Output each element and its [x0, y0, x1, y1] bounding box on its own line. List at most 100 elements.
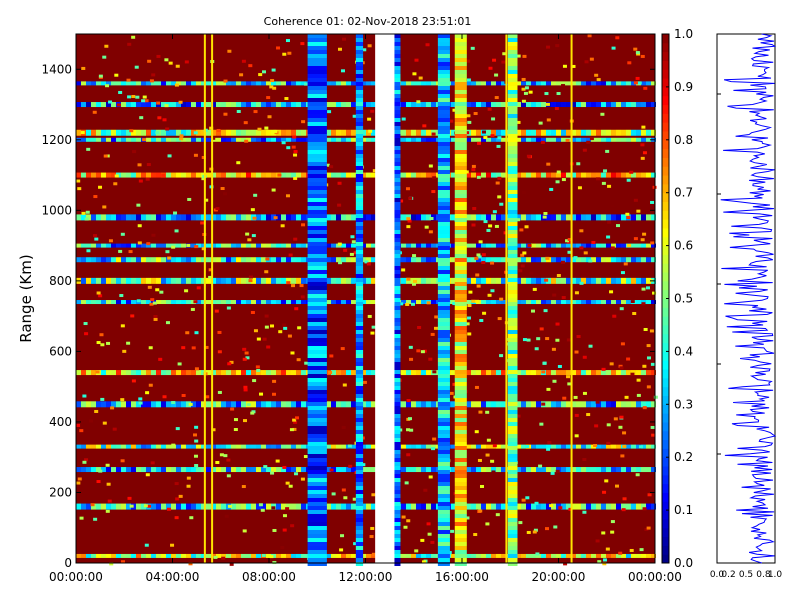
heatmap-row-cell — [571, 300, 576, 305]
heatmap-speckle — [601, 367, 606, 371]
heatmap-row-cell — [206, 243, 211, 248]
heatmap-speckle — [171, 401, 176, 405]
heatmap-row-cell — [216, 172, 221, 178]
heatmap-speckle — [526, 338, 531, 342]
heatmap-column-cell — [454, 66, 467, 70]
heatmap-speckle — [574, 413, 579, 417]
heatmap-row-cell — [296, 277, 301, 284]
heatmap-speckle — [479, 319, 484, 323]
heatmap-row-cell — [151, 81, 156, 86]
heatmap-row-cell — [231, 553, 236, 558]
heatmap-speckle — [144, 99, 149, 103]
heatmap-row-cell — [121, 370, 126, 376]
heatmap-column-cell — [394, 90, 401, 94]
heatmap-speckle — [536, 337, 541, 341]
heatmap-row-cell — [206, 214, 211, 221]
heatmap-row-cell — [76, 444, 81, 449]
colorbar-segment — [662, 104, 669, 114]
heatmap-row-cell — [341, 257, 346, 263]
heatmap-row-cell — [371, 243, 376, 248]
heatmap-row-cell — [226, 137, 231, 142]
heatmap-row-cell — [86, 370, 91, 376]
heatmap-row-cell — [451, 277, 456, 284]
heatmap-row-cell — [331, 214, 336, 221]
heatmap-row-cell — [171, 370, 176, 376]
heatmap-row-cell — [161, 257, 166, 263]
heatmap-row-cell — [196, 129, 201, 136]
heatmap-row-cell — [191, 102, 196, 108]
heatmap-row-cell — [231, 277, 236, 284]
heatmap-row-cell — [516, 257, 521, 263]
heatmap-speckle — [157, 116, 162, 120]
heatmap-row-cell — [131, 257, 136, 263]
heatmap-speckle — [118, 90, 123, 94]
heatmap-row-cell — [286, 129, 291, 136]
heatmap-speckle — [352, 114, 357, 118]
heatmap-speckle — [82, 460, 87, 464]
heatmap-speckle — [482, 311, 487, 315]
heatmap-column-cell — [454, 474, 467, 478]
heatmap-row-cell — [491, 243, 496, 248]
heatmap-column-cell — [454, 314, 467, 318]
heatmap-column-cell — [307, 62, 327, 66]
heatmap-row-cell — [341, 81, 346, 86]
heatmap-row-cell — [281, 300, 286, 305]
heatmap-speckle — [248, 275, 253, 279]
heatmap-row-cell — [371, 214, 376, 221]
heatmap-speckle — [186, 243, 191, 247]
heatmap-row-cell — [421, 503, 426, 510]
heatmap-row-cell — [581, 444, 586, 449]
heatmap-column-cell — [437, 510, 450, 514]
heatmap-speckle — [650, 200, 655, 204]
heatmap-column-cell — [355, 318, 364, 322]
heatmap-column-cell — [394, 274, 401, 278]
heatmap-column-cell — [307, 522, 327, 526]
heatmap-speckle — [259, 392, 264, 396]
heatmap-speckle — [538, 464, 543, 468]
heatmap-speckle — [494, 96, 499, 100]
heatmap-column-cell — [507, 310, 518, 314]
heatmap-column-cell — [507, 258, 518, 262]
heatmap-column-cell — [307, 514, 327, 518]
heatmap-speckle — [593, 444, 598, 448]
heatmap-row-cell — [651, 467, 656, 473]
heatmap-row-cell — [271, 137, 276, 142]
heatmap-row-cell — [196, 102, 201, 108]
heatmap-row-cell — [406, 243, 411, 248]
heatmap-row-cell — [266, 137, 271, 142]
heatmap-speckle — [549, 504, 554, 508]
heatmap-speckle — [164, 104, 169, 108]
heatmap-row-cell — [471, 137, 476, 142]
heatmap-row-cell — [116, 370, 121, 376]
heatmap-row-cell — [196, 81, 201, 86]
heatmap-row-cell — [536, 467, 541, 473]
heatmap-row-cell — [96, 300, 101, 305]
heatmap-speckle — [146, 242, 151, 246]
heatmap-row-cell — [301, 503, 306, 510]
heatmap-speckle — [194, 245, 199, 249]
heatmap-column-cell — [355, 538, 364, 542]
heatmap-row-cell — [536, 277, 541, 284]
heatmap-row-cell — [476, 172, 481, 178]
heatmap-speckle — [430, 332, 435, 336]
heatmap-row-cell — [616, 401, 621, 408]
heatmap-speckle — [282, 528, 287, 532]
heatmap-row-cell — [281, 214, 286, 221]
heatmap-speckle — [646, 344, 651, 348]
heatmap-row-cell — [91, 444, 96, 449]
heatmap-speckle — [293, 176, 298, 180]
heatmap-column-cell — [454, 162, 467, 166]
heatmap-column-cell — [507, 178, 518, 182]
heatmap-speckle — [516, 54, 521, 58]
heatmap-row-cell — [641, 81, 646, 86]
heatmap-speckle — [401, 268, 406, 272]
heatmap-row-cell — [481, 370, 486, 376]
heatmap-column-cell — [437, 358, 450, 362]
heatmap-column-cell — [394, 346, 401, 350]
heatmap-speckle — [99, 333, 104, 337]
heatmap-column-cell — [507, 142, 518, 146]
heatmap-row-cell — [571, 129, 576, 136]
heatmap-column-cell — [507, 386, 518, 390]
heatmap-row-cell — [206, 300, 211, 305]
heatmap-speckle — [120, 459, 125, 463]
